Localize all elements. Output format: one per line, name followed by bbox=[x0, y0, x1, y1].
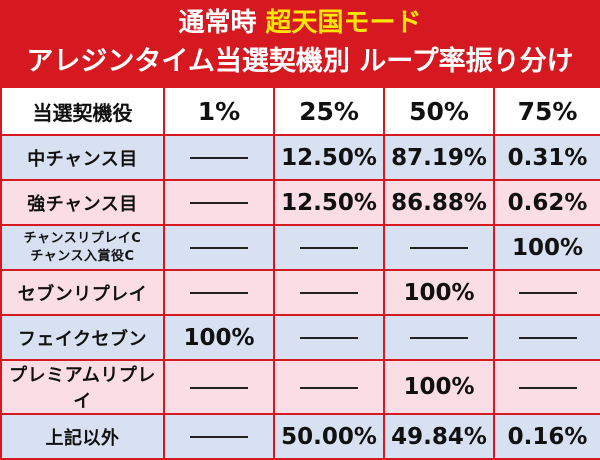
cell-empty bbox=[163, 224, 275, 271]
row-label-seven-replay: セブンリプレイ bbox=[0, 269, 165, 316]
header-trigger: 当選契機役 bbox=[0, 86, 165, 136]
row-label-line: 中チャンス目 bbox=[27, 148, 138, 170]
cell-empty bbox=[383, 224, 495, 271]
dash-mark bbox=[410, 337, 468, 339]
dash-mark bbox=[300, 386, 358, 389]
cell-empty bbox=[163, 269, 275, 316]
table-body: 中チャンス目 12.50% 87.19% 0.31% 強チャンス目 12.50% 86.88… bbox=[0, 134, 600, 460]
header-1-percent: 1% bbox=[163, 86, 275, 136]
cell-empty bbox=[163, 359, 275, 415]
title-line-1: 通常時 超天国モード bbox=[0, 6, 600, 40]
dash-mark bbox=[190, 436, 248, 438]
dash-mark bbox=[300, 292, 358, 294]
cell-value: 12.50% bbox=[273, 179, 385, 226]
title-subtitle: アレジンタイム当選契機別 ループ率振り分け bbox=[26, 46, 574, 77]
loop-rate-table: 当選契機役 1% 25% 50% 75% 中チャンス目 12.50% 87.19% 0… bbox=[0, 86, 600, 460]
table-row: 上記以外 50.00% 49.84% 0.16% bbox=[0, 413, 600, 460]
dash-mark bbox=[300, 247, 358, 249]
dash-mark bbox=[190, 157, 248, 159]
table-row: チャンスリプレイC チャンス入賞役C 100% bbox=[0, 224, 600, 271]
row-label-line: チャンス入賞役C bbox=[30, 248, 135, 264]
cell-value: 0.62% bbox=[493, 179, 600, 226]
cell-empty bbox=[273, 314, 385, 361]
table-row: 中チャンス目 12.50% 87.19% 0.31% bbox=[0, 134, 600, 181]
table-row: 強チャンス目 12.50% 86.88% 0.62% bbox=[0, 179, 600, 226]
header-75-percent: 75% bbox=[493, 86, 600, 136]
row-label-line: 上記以外 bbox=[45, 427, 120, 449]
cell-empty bbox=[273, 359, 385, 415]
cell-value: 50.00% bbox=[273, 413, 385, 460]
title-block: 通常時 超天国モード アレジンタイム当選契機別 ループ率振り分け bbox=[0, 0, 600, 86]
cell-value: 0.16% bbox=[493, 413, 600, 460]
cell-empty bbox=[493, 359, 600, 415]
cell-empty bbox=[383, 314, 495, 361]
header-25-percent: 25% bbox=[273, 86, 385, 136]
dash-mark bbox=[190, 202, 248, 204]
dash-mark bbox=[300, 337, 358, 339]
dash-mark bbox=[410, 247, 468, 249]
cell-empty bbox=[493, 269, 600, 316]
row-label-premium-replay: プレミアムリプレイ bbox=[0, 359, 165, 415]
row-label-fake-seven: フェイクセブン bbox=[0, 314, 165, 361]
header-row: 当選契機役 1% 25% 50% 75% bbox=[0, 86, 600, 136]
row-label-line: プレミアムリプレイ bbox=[9, 365, 156, 412]
row-label-line: セブンリプレイ bbox=[17, 283, 148, 305]
dash-mark bbox=[518, 386, 577, 389]
dash-mark bbox=[518, 292, 577, 294]
row-label-line: チャンスリプレイC bbox=[23, 230, 142, 246]
cell-value: 100% bbox=[383, 359, 495, 415]
cell-value: 86.88% bbox=[383, 179, 495, 226]
header-50-percent: 50% bbox=[383, 86, 495, 136]
table-row: プレミアムリプレイ 100% bbox=[0, 359, 600, 415]
cell-empty bbox=[493, 314, 600, 361]
row-label-other: 上記以外 bbox=[0, 413, 165, 460]
cell-empty bbox=[163, 413, 275, 460]
cell-empty bbox=[273, 269, 385, 316]
cell-value: 0.31% bbox=[493, 134, 600, 181]
cell-value: 87.19% bbox=[383, 134, 495, 181]
dash-mark bbox=[190, 292, 248, 294]
row-label-line: 強チャンス目 bbox=[27, 193, 138, 215]
cell-value: 100% bbox=[493, 224, 600, 271]
cell-empty bbox=[163, 179, 275, 226]
cell-value: 100% bbox=[383, 269, 495, 316]
cell-value: 12.50% bbox=[273, 134, 385, 181]
title-prefix: 通常時 bbox=[178, 8, 257, 38]
cell-empty bbox=[273, 224, 385, 271]
dash-mark bbox=[190, 247, 248, 249]
row-label-line: フェイクセブン bbox=[17, 328, 148, 350]
row-label-chu-chance-me: 中チャンス目 bbox=[0, 134, 165, 181]
row-label-chance-replay-c: チャンスリプレイC チャンス入賞役C bbox=[0, 224, 165, 271]
cell-empty bbox=[163, 134, 275, 181]
cell-value: 100% bbox=[163, 314, 275, 361]
title-mode: 超天国モード bbox=[265, 8, 422, 38]
table-row: セブンリプレイ 100% bbox=[0, 269, 600, 316]
table-row: フェイクセブン 100% bbox=[0, 314, 600, 361]
dash-mark bbox=[518, 337, 577, 339]
cell-value: 49.84% bbox=[383, 413, 495, 460]
row-label-kyo-chance-me: 強チャンス目 bbox=[0, 179, 165, 226]
dash-mark bbox=[190, 386, 248, 389]
